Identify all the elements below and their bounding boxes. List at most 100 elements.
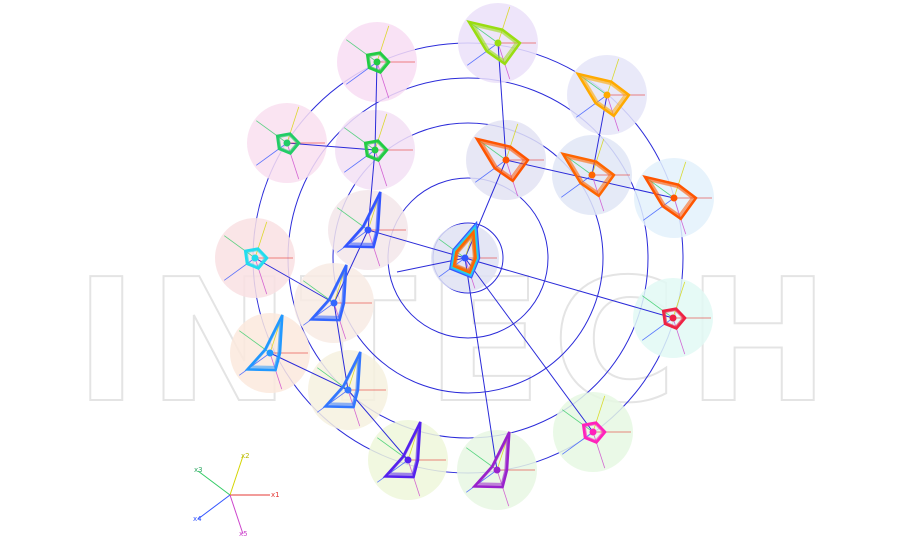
glyph-link [464,257,498,471]
glyph-polygon [454,234,475,272]
glyph-polygon [580,75,627,114]
glyph-axis [286,106,300,144]
glyph-axis [256,142,288,166]
glyph-polygon [649,180,693,216]
glyph-center-dot [371,146,379,154]
glyph-polygon [278,134,298,152]
glyph-polygon [578,74,629,116]
glyph-polygon [661,307,687,330]
glyph-center-dot [603,91,611,99]
glyph-polygon [477,439,508,485]
glyph-polygon [243,247,269,270]
glyph-center-dot [364,226,372,234]
glyph-g-or-1 [474,123,544,197]
glyph-link [333,229,369,304]
glyph-center-dot [373,58,381,66]
glyph-polygon [663,308,686,329]
glyph-polygon [452,228,477,275]
glyph-link [505,159,675,199]
glyph-polygon [479,140,526,179]
glyph-g-bl-2 [303,264,372,340]
glyph-axis [576,94,608,118]
glyph-polygon [245,248,268,269]
glyph-polygon [477,139,528,181]
legend-label-x4: x4 [193,515,202,523]
glyph-axis [642,317,674,341]
glyph-polygon [388,429,419,475]
glyph-g-or-2 [560,138,630,212]
glyph-polygon [584,423,604,441]
glyph-polygon [365,140,388,161]
glyph-polygon [277,133,300,154]
glyph-polygon [363,139,389,162]
glyph-g-bot-2 [466,431,535,507]
legend-axis-x5 [229,494,244,535]
glyph-axis [672,281,686,319]
glyph-polygon [582,77,626,113]
glyph-polygon [466,19,522,66]
glyph-axis [475,159,507,183]
glyph-axis [497,6,511,44]
glyph-axis [592,431,606,469]
glyph-axis [254,257,268,295]
glyph-g-left-1 [256,106,325,180]
glyph-polygon [365,51,391,74]
glyph-polygon [583,422,606,443]
glyph-polygon [454,232,476,273]
glyph-g-bl-3 [317,351,386,427]
glyph-center-dot [283,139,291,147]
glyph-center-dot [670,194,678,202]
glyph-polygon [471,23,518,62]
glyph-polygon [473,25,517,61]
glyph-polygon [367,52,390,73]
legend-label-x2: x2 [241,452,250,460]
glyph-axis [317,389,349,413]
legend-label-x1: x1 [271,491,280,499]
glyph-polygon [647,178,694,217]
glyph-axis [642,295,674,319]
glyph-polygon [565,155,612,194]
glyph-polygon [664,309,684,327]
glyph-axis [286,142,300,180]
glyph-axis [224,257,256,281]
legend-label-x3: x3 [194,466,203,474]
glyph-polygon [642,174,698,221]
glyph-polygon [560,151,616,198]
glyph-axis [346,39,378,63]
glyph-center-dot [404,456,412,464]
glyph-axis [224,235,256,259]
glyph-axis [239,352,271,376]
glyph-polygon [575,71,631,118]
glyph-g-left-3 [239,314,308,390]
legend-label-x5: x5 [239,530,248,538]
glyph-axis [344,149,376,173]
glyph-center-dot [589,428,597,436]
glyph-center-dot [344,386,352,394]
axis-legend: x1 x2 x3 x4 x5 [193,452,280,538]
glyph-axis [505,123,519,161]
glyph-axis [377,459,409,483]
glyph-axis [561,174,593,198]
star-glyphs [224,6,712,507]
glyph-axis [606,58,620,96]
glyph-axis [376,61,390,99]
glyph-polygon [663,309,685,328]
glyph-axis [337,229,369,253]
glyph-center-dot [494,39,502,47]
glyph-polygon [246,249,266,267]
glyph-polygon [328,359,359,405]
glyph-polygon [367,53,389,72]
glyph-g-bot-3 [562,395,631,469]
glyph-axis [344,127,376,151]
glyph-link [286,142,376,151]
glyph-axis [591,138,605,176]
glyph-polygon [365,141,387,160]
glyph-center-dot [493,466,501,474]
glyph-polygon [250,322,281,368]
glyph-link [374,61,378,151]
glyph-g-top-2 [346,25,415,99]
glyph-center-dot [588,171,596,179]
legend-axis-x3 [197,470,231,496]
glyph-axis [376,25,390,63]
glyph-axis [643,197,675,221]
